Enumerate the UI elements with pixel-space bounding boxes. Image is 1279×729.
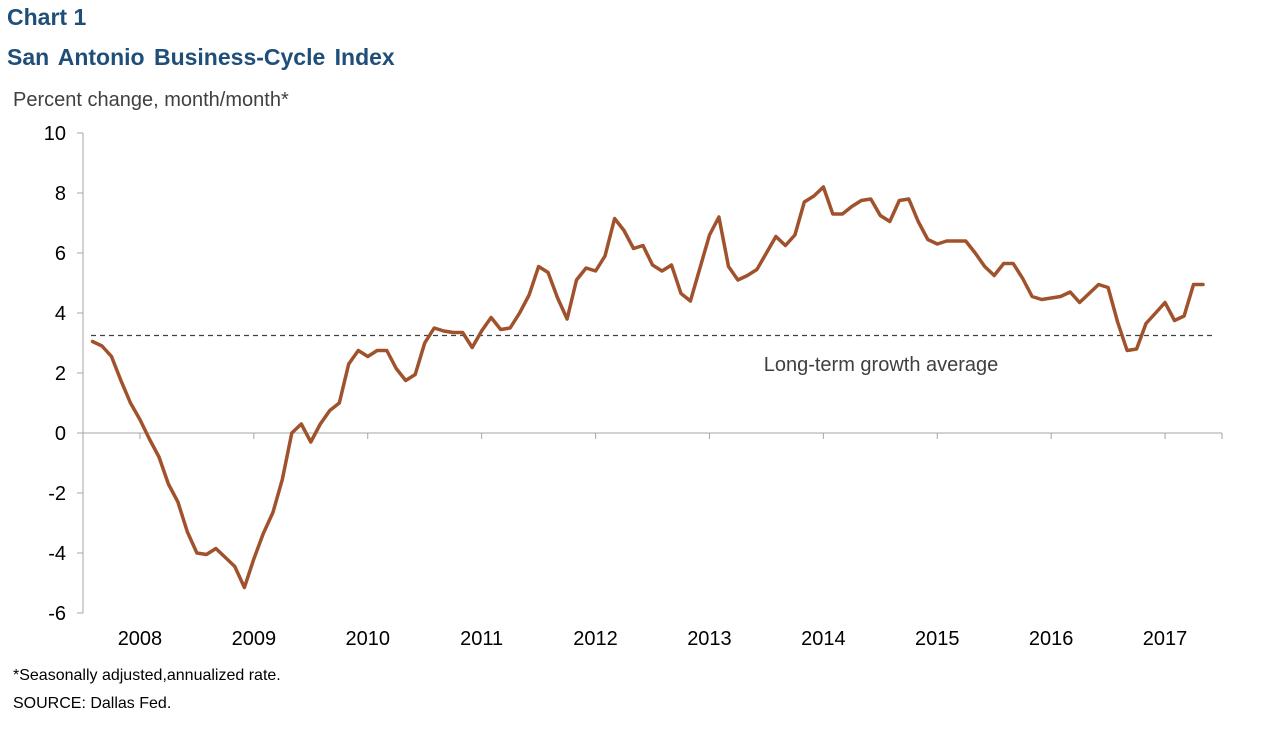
x-tick-label: 2016 [1029,628,1074,650]
y-axis-label: Percent change, month/month* [13,89,289,111]
x-tick-label: 2009 [232,628,277,650]
x-tick-label: 2012 [573,628,618,650]
series-line [90,185,1205,590]
y-tick-label: -4 [48,543,66,565]
y-tick-label: 4 [55,303,66,325]
long-term-average-label: Long-term growth average [764,354,999,376]
y-tick-label: 0 [55,423,66,445]
y-tick-label: 2 [55,363,66,385]
chart-title: San Antonio Business-Cycle Index [7,44,395,70]
y-tick-label: 6 [55,243,66,265]
axes: -6 -4 -2 0 2 4 6 8 10 2008 2009 2010 2011 2012 2013 201… [44,123,1223,650]
reference-line-group: Long-term growth average [91,334,1214,376]
footnote: *Seasonally adjusted,annualized rate. [13,667,281,684]
source-note: SOURCE: Dallas Fed. [13,695,172,712]
x-tick-label: 2011 [460,628,503,650]
y-tick-label: 8 [55,183,66,205]
y-tick-label: -6 [48,603,66,625]
x-tick-label: 2015 [915,628,960,650]
series-group [90,185,1205,590]
x-tick-label: 2014 [801,628,846,650]
y-tick-label: 10 [44,123,66,145]
y-tick-label: -2 [48,483,66,505]
x-tick-label: 2010 [346,628,391,650]
chart-number-label: Chart 1 [7,4,87,30]
x-tick-label: 2008 [118,628,163,650]
x-tick-label: 2017 [1143,628,1188,650]
x-tick-label: 2013 [687,628,732,650]
